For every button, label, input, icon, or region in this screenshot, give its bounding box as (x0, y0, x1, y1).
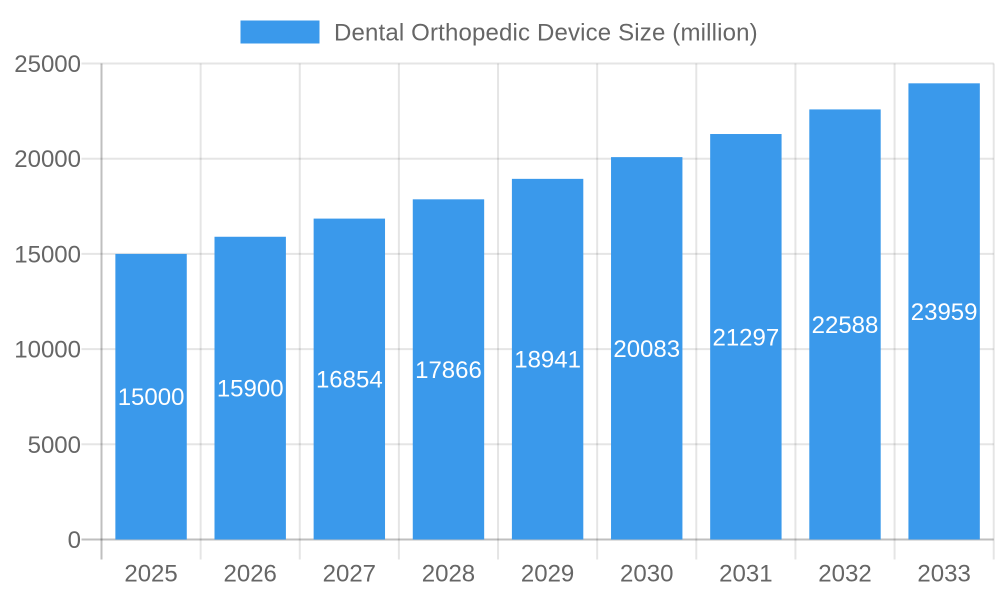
svg-text:Dental Orthopedic Device Size: Dental Orthopedic Device Size (million) (334, 19, 758, 46)
svg-text:2032: 2032 (818, 561, 871, 588)
svg-text:20000: 20000 (14, 146, 81, 173)
svg-text:23959: 23959 (911, 299, 978, 326)
svg-text:20083: 20083 (613, 336, 680, 363)
svg-text:22588: 22588 (812, 312, 879, 339)
svg-text:17866: 17866 (415, 357, 482, 384)
svg-text:2030: 2030 (620, 561, 673, 588)
svg-text:2026: 2026 (224, 561, 277, 588)
svg-text:10000: 10000 (14, 337, 81, 364)
svg-text:2031: 2031 (719, 561, 772, 588)
svg-text:0: 0 (68, 527, 81, 554)
svg-text:2028: 2028 (422, 561, 475, 588)
svg-text:2029: 2029 (521, 561, 574, 588)
svg-text:15000: 15000 (14, 241, 81, 268)
svg-text:15000: 15000 (118, 384, 185, 411)
svg-text:2027: 2027 (323, 561, 376, 588)
svg-text:15900: 15900 (217, 376, 284, 403)
svg-text:25000: 25000 (14, 51, 81, 78)
svg-text:2025: 2025 (124, 561, 177, 588)
svg-text:2033: 2033 (917, 561, 970, 588)
svg-text:5000: 5000 (28, 432, 81, 459)
svg-text:16854: 16854 (316, 367, 383, 394)
svg-text:18941: 18941 (514, 347, 581, 374)
svg-text:21297: 21297 (712, 324, 779, 351)
